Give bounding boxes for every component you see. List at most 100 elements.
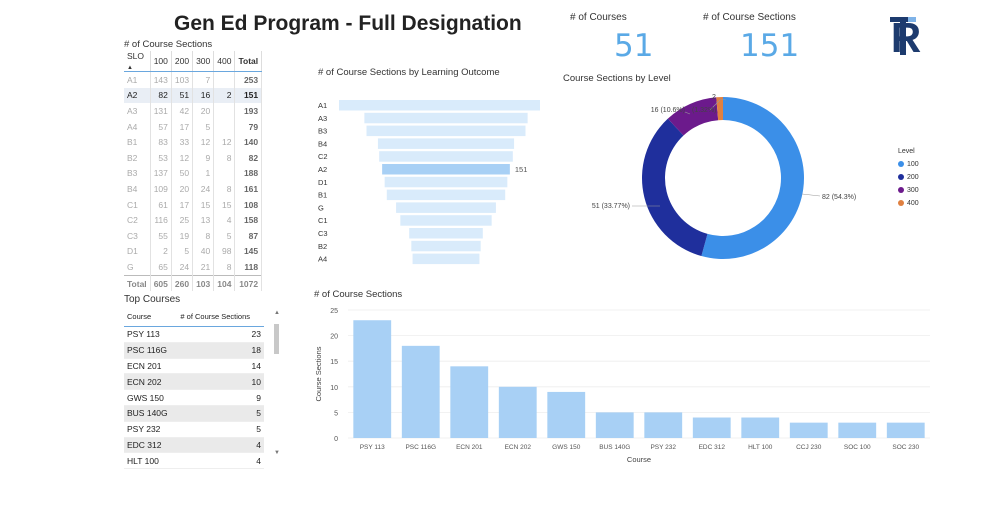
- legend-item[interactable]: 400: [898, 200, 919, 207]
- slo-col-header[interactable]: SLO ▲: [124, 51, 151, 72]
- slo-cell: 98: [213, 243, 236, 260]
- legend-label: 400: [907, 200, 919, 207]
- funnel-bar[interactable]: [364, 112, 528, 124]
- bar[interactable]: [741, 417, 780, 438]
- slo-row[interactable]: C3 55 19 8 5 87: [124, 227, 263, 244]
- slo-cell: 83: [150, 134, 172, 150]
- slo-col-header[interactable]: 300: [192, 51, 215, 72]
- slo-cell: 51: [171, 87, 194, 104]
- slo-cell: A3: [124, 103, 151, 119]
- slo-row[interactable]: B4 109 20 24 8 161: [124, 181, 263, 197]
- sections-kpi-label: # of Course Sections: [703, 12, 796, 23]
- slo-matrix[interactable]: SLO ▲ 100 200 300 400 Total A1 143 103 7 253 A2 82 51…: [124, 51, 263, 292]
- bar[interactable]: [498, 386, 537, 438]
- bar[interactable]: [547, 391, 586, 438]
- slo-col-header[interactable]: 100: [150, 51, 172, 72]
- funnel-bar[interactable]: [400, 215, 492, 226]
- top-course-row[interactable]: GWS 150 9: [124, 389, 264, 406]
- slo-row[interactable]: C2 116 25 13 4 158: [124, 212, 263, 228]
- bar[interactable]: [401, 345, 440, 438]
- top-course-row[interactable]: PSC 116G 18: [124, 342, 264, 359]
- y-tick-label: 20: [330, 334, 338, 341]
- top-course-row[interactable]: EDC 312 4: [124, 437, 264, 454]
- bar[interactable]: [595, 412, 634, 438]
- funnel-bar[interactable]: [396, 202, 496, 213]
- donut-chart[interactable]: 82 (54.3%) 51 (33.77%) 16 (10.6%) (1.32%) 2: [580, 86, 880, 276]
- slo-row[interactable]: A1 143 103 7 253: [124, 71, 263, 88]
- slo-cell: 50: [171, 165, 194, 182]
- slo-row[interactable]: A3 131 42 20 193: [124, 103, 263, 119]
- slo-row[interactable]: A2 82 51 16 2 151: [124, 87, 263, 104]
- scroll-up-icon[interactable]: ▲: [274, 310, 280, 316]
- donut-slice[interactable]: [701, 97, 804, 259]
- slo-cell: C3: [124, 227, 151, 244]
- slo-row[interactable]: C1 61 17 15 15 108: [124, 196, 263, 213]
- top-course-row[interactable]: BUS 140G 5: [124, 405, 264, 422]
- bar[interactable]: [353, 320, 392, 438]
- bar-chart[interactable]: 0 5 10 15 20 25 PSY 113 PSC 116G ECN 201 ECN 202 G…: [310, 300, 940, 470]
- funnel-bar[interactable]: [412, 253, 480, 265]
- slo-row[interactable]: G 65 24 21 8 118: [124, 259, 263, 276]
- top-course-row[interactable]: ECN 202 10: [124, 373, 264, 391]
- slo-cell: 15: [213, 196, 236, 213]
- top-courses-scrollbar[interactable]: ▲ ▼: [274, 310, 280, 462]
- bar[interactable]: [886, 422, 925, 438]
- funnel-bar[interactable]: [384, 176, 508, 188]
- top-courses-title: Top Courses: [124, 294, 181, 305]
- slo-cell: 5: [213, 227, 236, 244]
- funnel-bar[interactable]: [366, 125, 526, 137]
- course-section-count: 4: [177, 437, 264, 454]
- funnel-category-label: A1: [318, 101, 327, 110]
- sort-asc-icon[interactable]: ▲: [127, 65, 133, 71]
- funnel-bar[interactable]: [382, 164, 510, 175]
- funnel-bar[interactable]: [377, 138, 515, 149]
- funnel-chart[interactable]: A1 A3 B3 B4 C2 A2 151 D1 B1 G C1 C3 B2 A4: [310, 90, 540, 270]
- funnel-bar[interactable]: [379, 151, 513, 162]
- slo-row[interactable]: B3 137 50 1 188: [124, 165, 263, 182]
- donut-slice[interactable]: [642, 118, 708, 257]
- slo-cell: 151: [234, 87, 263, 104]
- legend-item[interactable]: 200: [898, 174, 919, 181]
- course-section-count: 5: [177, 405, 264, 422]
- scroll-thumb[interactable]: [274, 324, 279, 354]
- funnel-bar[interactable]: [386, 189, 506, 201]
- slo-col-header[interactable]: Total: [234, 51, 263, 72]
- legend-item[interactable]: 100: [898, 161, 919, 168]
- funnel-bar[interactable]: [409, 228, 483, 239]
- slo-total-row: Total 605 260 103 104 1072: [124, 274, 263, 292]
- top-course-row[interactable]: PSY 113 23: [124, 326, 264, 343]
- bar[interactable]: [789, 422, 828, 438]
- course-name: ECN 202: [124, 373, 178, 391]
- slo-row[interactable]: A4 57 17 5 79: [124, 118, 263, 135]
- bar[interactable]: [450, 366, 489, 438]
- top-courses-table[interactable]: Course # of Course Sections PSY 113 23 PSC…: [124, 306, 280, 470]
- slo-cell: D1: [124, 243, 151, 260]
- scroll-down-icon[interactable]: ▼: [274, 450, 280, 456]
- slo-cell: 5: [192, 118, 215, 135]
- slo-cell: 17: [171, 118, 194, 135]
- legend-item[interactable]: 300: [898, 187, 919, 194]
- donut-slice[interactable]: [716, 97, 723, 121]
- bar[interactable]: [692, 417, 731, 438]
- slo-col-header[interactable]: 400: [213, 51, 236, 72]
- bar[interactable]: [644, 412, 683, 438]
- donut-data-label: 51 (33.77%): [592, 203, 630, 210]
- top-course-row[interactable]: HLT 100 4: [124, 452, 264, 470]
- col-course-header[interactable]: Course: [124, 306, 178, 327]
- top-course-row[interactable]: ECN 201 14: [124, 358, 264, 375]
- funnel-bar[interactable]: [411, 240, 481, 252]
- y-tick-label: 15: [330, 359, 338, 366]
- donut-slice[interactable]: [667, 97, 719, 136]
- slo-col-header[interactable]: 200: [171, 51, 194, 72]
- slo-row[interactable]: B1 83 33 12 12 140: [124, 134, 263, 150]
- slo-row[interactable]: D1 2 5 40 98 145: [124, 243, 263, 260]
- slo-cell: 40: [192, 243, 215, 260]
- slo-row[interactable]: B2 53 12 9 8 82: [124, 149, 263, 166]
- bar[interactable]: [838, 422, 877, 438]
- funnel-bar[interactable]: [339, 100, 540, 111]
- col-sections-header[interactable]: # of Course Sections: [177, 306, 264, 327]
- bar-chart-title: # of Course Sections: [314, 289, 403, 300]
- course-name: PSY 232: [124, 421, 178, 438]
- top-course-row[interactable]: PSY 232 5: [124, 421, 264, 438]
- slo-cell: 1: [192, 165, 215, 182]
